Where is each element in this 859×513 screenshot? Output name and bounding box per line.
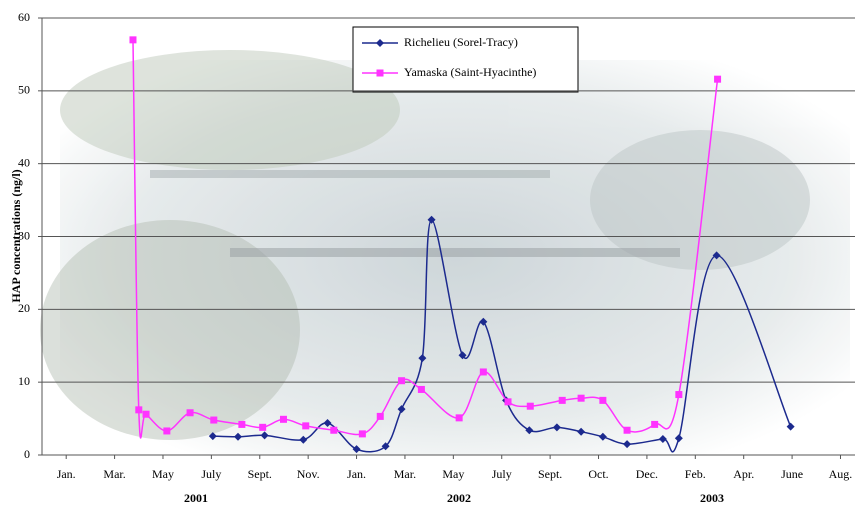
x-tick-label: Oct. bbox=[588, 467, 608, 481]
y-tick-label: 60 bbox=[18, 10, 30, 24]
marker bbox=[260, 431, 269, 440]
marker bbox=[455, 414, 463, 422]
legend-marker bbox=[376, 69, 384, 77]
x-tick-label: Sept. bbox=[538, 467, 562, 481]
legend-label: Yamaska (Saint-Hyacinthe) bbox=[404, 65, 536, 79]
x-tick-label: Mar. bbox=[103, 467, 125, 481]
x-tick-label: Jan. bbox=[347, 467, 366, 481]
marker bbox=[418, 354, 427, 363]
x-tick-label: July bbox=[201, 467, 221, 481]
marker bbox=[674, 434, 683, 443]
marker bbox=[458, 351, 467, 360]
marker bbox=[302, 422, 310, 430]
marker bbox=[163, 427, 171, 435]
marker bbox=[658, 434, 667, 443]
x-tick-label: Jan. bbox=[57, 467, 76, 481]
marker bbox=[417, 385, 425, 393]
marker bbox=[504, 398, 512, 406]
x-tick-label: Dec. bbox=[636, 467, 658, 481]
marker bbox=[279, 415, 287, 423]
marker bbox=[577, 427, 586, 436]
y-axis-label: HAP concentrations (ng/l) bbox=[9, 169, 23, 302]
marker bbox=[526, 402, 534, 410]
marker bbox=[238, 420, 246, 428]
photo-background bbox=[40, 50, 850, 455]
y-tick-label: 50 bbox=[18, 83, 30, 97]
y-tick-label: 10 bbox=[18, 374, 30, 388]
x-tick-label: June bbox=[781, 467, 803, 481]
legend: Richelieu (Sorel-Tracy) Yamaska (Saint-Hy… bbox=[352, 26, 579, 93]
marker bbox=[376, 412, 384, 420]
marker bbox=[398, 377, 406, 385]
marker bbox=[599, 396, 607, 404]
marker bbox=[210, 416, 218, 424]
x-tick-label: Mar. bbox=[394, 467, 416, 481]
x-tick-label: May bbox=[152, 467, 174, 481]
legend-label: Richelieu (Sorel-Tracy) bbox=[404, 35, 518, 49]
marker bbox=[397, 405, 406, 414]
y-tick-label: 40 bbox=[18, 155, 30, 169]
marker bbox=[358, 430, 366, 438]
x-tick-label: May bbox=[442, 467, 464, 481]
marker bbox=[712, 251, 721, 260]
marker bbox=[142, 410, 150, 418]
marker bbox=[714, 75, 722, 83]
marker bbox=[479, 317, 488, 326]
y-tick-label: 20 bbox=[18, 301, 30, 315]
y-tick-label: 0 bbox=[24, 447, 30, 461]
marker bbox=[552, 423, 561, 432]
marker bbox=[135, 406, 143, 414]
marker bbox=[479, 368, 487, 376]
legend-box bbox=[352, 26, 579, 93]
marker bbox=[299, 435, 308, 444]
marker bbox=[381, 442, 390, 451]
marker bbox=[427, 215, 436, 224]
year-label: 2003 bbox=[700, 491, 724, 505]
x-tick-label: Nov. bbox=[297, 467, 320, 481]
marker bbox=[129, 36, 137, 44]
year-label: 2001 bbox=[184, 491, 208, 505]
marker bbox=[525, 426, 534, 435]
marker bbox=[558, 396, 566, 404]
x-tick-label: Sept. bbox=[248, 467, 272, 481]
marker bbox=[233, 432, 242, 441]
marker bbox=[330, 426, 338, 434]
year-label: 2002 bbox=[447, 491, 471, 505]
marker bbox=[675, 391, 683, 399]
x-tick-label: July bbox=[492, 467, 512, 481]
marker bbox=[598, 432, 607, 441]
y-tick-label: 30 bbox=[18, 228, 30, 242]
marker bbox=[786, 422, 795, 431]
marker bbox=[577, 394, 585, 402]
legend-marker bbox=[376, 39, 384, 47]
x-tick-label: Aug. bbox=[829, 467, 853, 481]
marker bbox=[323, 418, 332, 427]
marker bbox=[623, 440, 632, 449]
marker bbox=[352, 445, 361, 454]
marker bbox=[208, 432, 217, 441]
marker bbox=[186, 409, 194, 417]
marker bbox=[623, 426, 631, 434]
x-tick-label: Apr. bbox=[733, 467, 754, 481]
marker bbox=[259, 423, 267, 431]
x-tick-label: Feb. bbox=[685, 467, 706, 481]
marker bbox=[651, 420, 659, 428]
